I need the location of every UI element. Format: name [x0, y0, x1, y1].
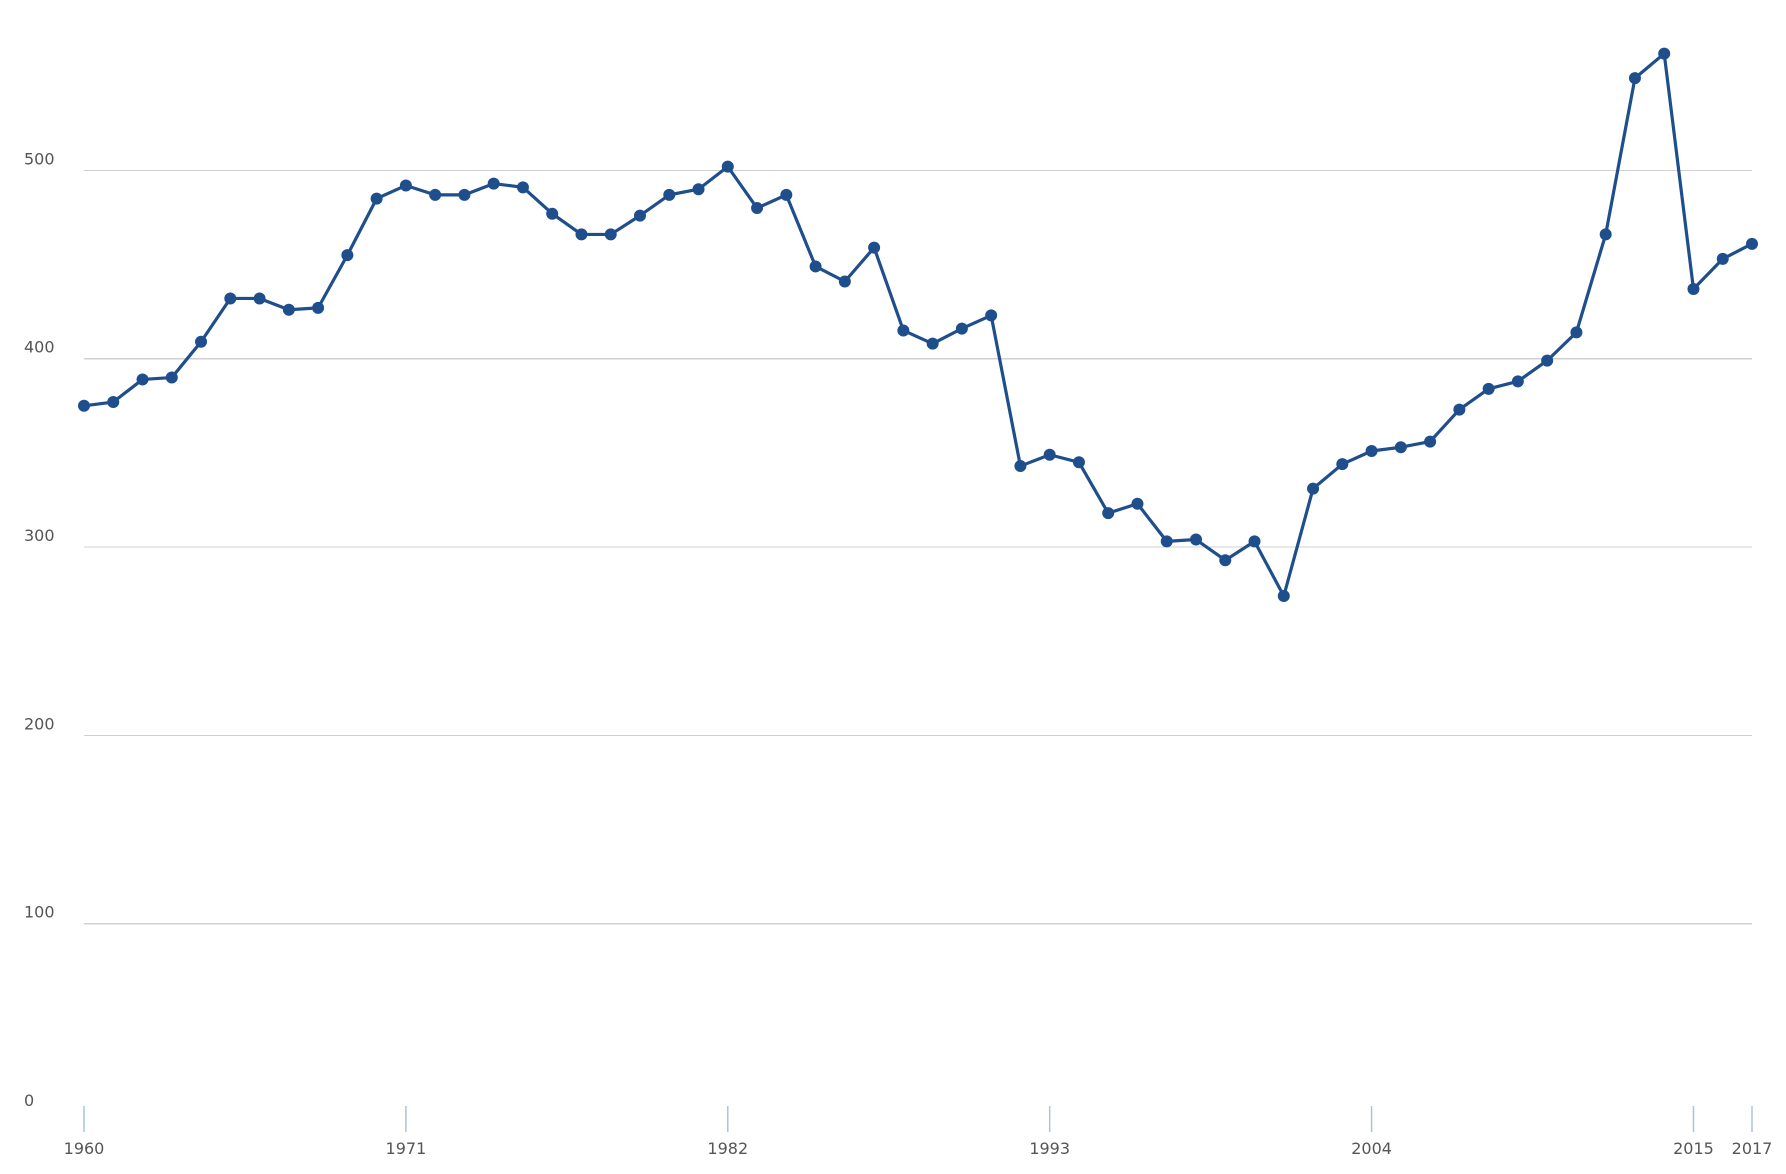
data-point-1973[interactable]	[458, 188, 471, 201]
data-point-1990[interactable]	[955, 322, 968, 335]
data-point-1998[interactable]	[1190, 533, 1202, 546]
data-point-2017[interactable]	[1746, 237, 1758, 250]
grid-layer	[84, 169, 1752, 925]
data-point-1965[interactable]	[224, 292, 237, 305]
x-tick-label-2004: 2004	[1351, 1139, 1392, 1158]
data-point-2008[interactable]	[1482, 382, 1495, 395]
data-point-1999[interactable]	[1219, 554, 1232, 567]
data-point-2001[interactable]	[1277, 590, 1290, 602]
data-point-1968[interactable]	[312, 301, 325, 314]
x-tick-label-1960: 1960	[64, 1139, 105, 1158]
data-point-1991[interactable]	[985, 309, 998, 322]
data-point-2014[interactable]	[1658, 47, 1671, 60]
series-line-0	[82, 52, 1754, 598]
y-tick-label-0: 0	[24, 1091, 34, 1110]
y-axis-ticks: 0 100 200 300 400 500	[24, 149, 55, 1110]
data-point-2010[interactable]	[1541, 354, 1554, 367]
data-point-1970[interactable]	[370, 192, 383, 205]
data-point-2004[interactable]	[1365, 445, 1378, 457]
x-tick-label-1971: 1971	[386, 1139, 427, 1158]
data-point-2013[interactable]	[1628, 72, 1641, 85]
y-tick-label-100: 100	[24, 903, 55, 922]
x-tick-label-2017: 2017	[1732, 1139, 1773, 1158]
data-point-2012[interactable]	[1599, 228, 1612, 241]
data-point-1980[interactable]	[663, 188, 676, 201]
data-point-2009[interactable]	[1511, 375, 1524, 388]
y-tick-label-300: 300	[24, 526, 55, 545]
data-point-1987[interactable]	[868, 241, 881, 254]
data-point-2005[interactable]	[1394, 441, 1407, 454]
data-point-2000[interactable]	[1248, 535, 1261, 548]
data-point-1982[interactable]	[721, 160, 734, 173]
x-tick-label-1982: 1982	[707, 1139, 748, 1158]
data-point-1979[interactable]	[634, 209, 646, 222]
data-point-1978[interactable]	[604, 228, 617, 241]
data-point-1984[interactable]	[780, 188, 793, 201]
data-point-1961[interactable]	[107, 396, 120, 409]
data-point-1994[interactable]	[1072, 456, 1085, 469]
data-point-1964[interactable]	[195, 335, 208, 348]
x-tick-label-2015: 2015	[1673, 1139, 1714, 1158]
data-point-2016[interactable]	[1716, 252, 1729, 265]
x-axis-ticks: 1960 1971 1982 1993 2004 2015 2017	[64, 1106, 1773, 1158]
data-point-2003[interactable]	[1336, 458, 1349, 471]
data-point-1967[interactable]	[282, 303, 295, 316]
data-point-1986[interactable]	[838, 275, 851, 288]
data-point-1985[interactable]	[809, 260, 822, 273]
data-point-1976[interactable]	[546, 207, 559, 220]
data-point-1981[interactable]	[692, 183, 705, 196]
y-tick-label-500: 500	[24, 149, 55, 168]
data-point-2011[interactable]	[1570, 326, 1583, 339]
data-point-1969[interactable]	[341, 249, 354, 262]
data-point-1966[interactable]	[253, 292, 266, 305]
data-point-1989[interactable]	[926, 337, 939, 350]
data-point-2002[interactable]	[1307, 482, 1320, 495]
data-point-1972[interactable]	[429, 188, 442, 201]
x-tick-label-1993: 1993	[1029, 1139, 1070, 1158]
data-point-1997[interactable]	[1160, 535, 1173, 548]
data-point-1995[interactable]	[1102, 507, 1115, 520]
data-point-1988[interactable]	[897, 324, 910, 337]
series-layer	[78, 47, 1758, 602]
data-point-1996[interactable]	[1131, 497, 1144, 510]
data-point-1993[interactable]	[1043, 448, 1056, 461]
data-point-1963[interactable]	[165, 371, 178, 384]
data-point-1977[interactable]	[575, 228, 588, 241]
data-point-1983[interactable]	[751, 202, 764, 215]
y-tick-label-400: 400	[24, 338, 55, 357]
data-point-2006[interactable]	[1424, 435, 1437, 448]
data-point-1992[interactable]	[1014, 460, 1027, 473]
data-point-1975[interactable]	[516, 181, 529, 194]
data-point-2015[interactable]	[1687, 283, 1700, 296]
y-tick-label-200: 200	[24, 714, 55, 733]
data-point-1960[interactable]	[78, 399, 90, 412]
data-point-1974[interactable]	[487, 177, 500, 190]
data-point-1962[interactable]	[136, 373, 149, 386]
data-point-2007[interactable]	[1453, 403, 1466, 416]
data-point-1971[interactable]	[399, 179, 412, 192]
